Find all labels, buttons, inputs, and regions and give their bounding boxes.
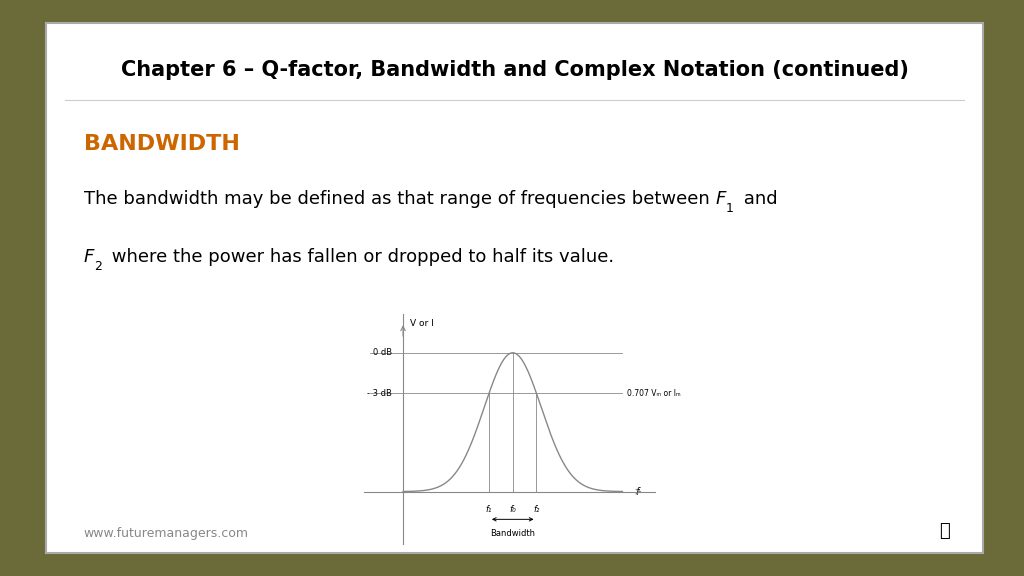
Text: 2: 2 <box>94 260 101 273</box>
Text: Bandwidth: Bandwidth <box>490 529 536 538</box>
Text: where the power has fallen or dropped to half its value.: where the power has fallen or dropped to… <box>106 248 614 266</box>
Text: F: F <box>715 190 725 208</box>
Text: and: and <box>737 190 777 208</box>
Text: 1: 1 <box>725 202 733 215</box>
Text: 0 dB: 0 dB <box>373 348 392 357</box>
Text: - 3 dB: - 3 dB <box>368 389 392 398</box>
Text: f₂: f₂ <box>534 506 540 514</box>
Text: www.futuremanagers.com: www.futuremanagers.com <box>84 526 249 540</box>
Text: The bandwidth may be defined as that range of frequencies between: The bandwidth may be defined as that ran… <box>84 190 715 208</box>
Text: F: F <box>84 248 94 266</box>
Text: BANDWIDTH: BANDWIDTH <box>84 134 240 154</box>
Text: Chapter 6 – Q-factor, Bandwidth and Complex Notation (continued): Chapter 6 – Q-factor, Bandwidth and Comp… <box>121 60 908 80</box>
Text: 🌶: 🌶 <box>939 522 950 540</box>
Text: f₀: f₀ <box>509 506 516 514</box>
Text: The bandwidth may be defined as that range of frequencies between: The bandwidth may be defined as that ran… <box>84 190 715 208</box>
FancyBboxPatch shape <box>46 23 983 553</box>
Text: f: f <box>636 487 639 497</box>
Text: V or I: V or I <box>410 319 433 328</box>
Text: f₁: f₁ <box>485 506 493 514</box>
Text: 0.707 Vₘ or Iₘ: 0.707 Vₘ or Iₘ <box>627 389 681 398</box>
